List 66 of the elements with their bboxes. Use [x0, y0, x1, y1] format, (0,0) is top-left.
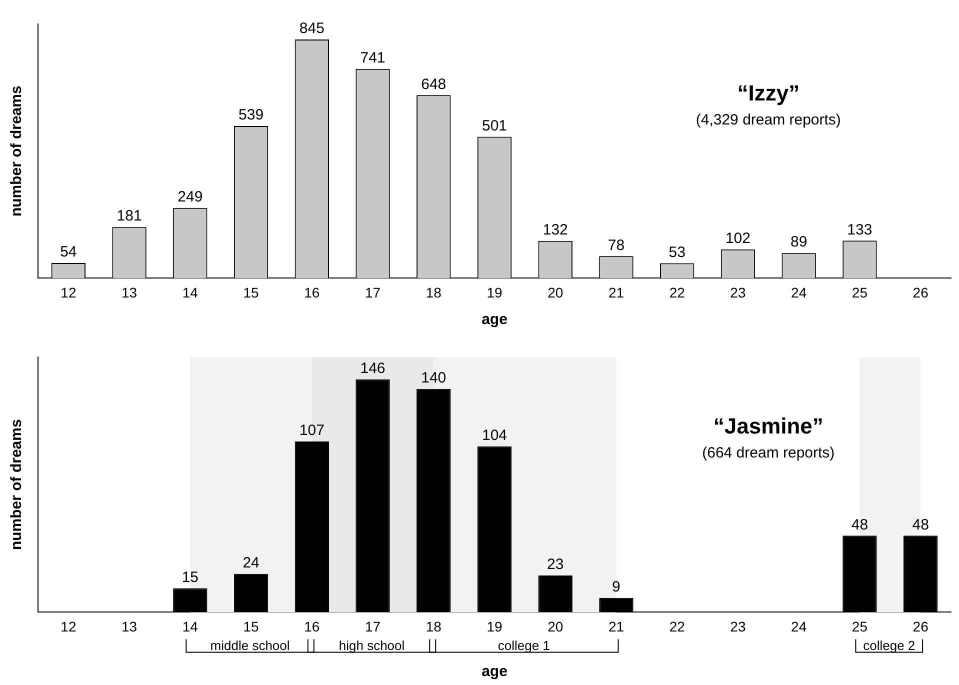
x-tick-label: 24	[791, 284, 807, 300]
data-label: 15	[182, 568, 199, 586]
x-tick-label: 20	[548, 284, 564, 300]
x-tick-label: 21	[608, 284, 624, 300]
data-label: 9	[612, 578, 620, 596]
data-label: 741	[360, 50, 386, 67]
data-label: 249	[178, 188, 203, 206]
data-label: 181	[116, 208, 142, 225]
x-tick-label: 24	[791, 618, 807, 634]
data-label: 24	[242, 554, 260, 572]
text: (664 dream reports)	[702, 444, 835, 462]
x-tick-label: 15	[243, 618, 260, 634]
x-tick-label: 22	[669, 618, 686, 634]
x-tick-label: 16	[304, 618, 320, 634]
x-tick-label: 14	[182, 618, 198, 634]
data-label: 501	[482, 117, 508, 134]
x-tick-label: 17	[364, 618, 381, 634]
band-label: high school	[338, 638, 405, 653]
x-tick-label: 25	[852, 284, 868, 300]
x-tick-label: 13	[122, 618, 138, 634]
data-label: 845	[299, 20, 324, 38]
text: “Izzy”	[737, 80, 800, 106]
data-label: 48	[851, 516, 868, 534]
data-label: 54	[60, 244, 77, 261]
data-label: 648	[421, 76, 446, 93]
x-tick-label: 21	[608, 618, 624, 634]
text: (4,329 dream reports)	[696, 111, 841, 128]
data-label: 539	[238, 106, 264, 124]
y-axis-title: number of dreams	[8, 419, 26, 550]
x-tick-label: 12	[60, 618, 76, 634]
x-tick-label: 23	[730, 284, 746, 300]
data-label: 132	[542, 222, 568, 239]
x-tick-label: 20	[548, 618, 564, 634]
x-tick-label: 15	[243, 284, 260, 300]
x-tick-label: 14	[182, 284, 198, 300]
x-tick-label: 25	[852, 618, 868, 634]
y-axis-title: number of dreams	[8, 86, 26, 217]
x-tick-label: 22	[669, 284, 686, 300]
x-tick-label: 23	[730, 618, 746, 634]
band-label: college 1	[498, 638, 550, 653]
data-label: 23	[547, 556, 564, 574]
data-label: 133	[847, 221, 872, 238]
x-tick-label: 26	[912, 618, 929, 634]
band-label: college 2	[863, 638, 916, 653]
data-label: 89	[790, 234, 808, 251]
x-axis-title: age	[482, 311, 508, 328]
data-label: 140	[421, 370, 446, 387]
data-label: 102	[725, 230, 750, 248]
x-tick-label: 17	[364, 284, 381, 300]
data-label: 104	[482, 426, 508, 444]
data-label: 78	[608, 236, 625, 254]
x-tick-label: 18	[426, 618, 442, 634]
x-tick-label: 19	[486, 284, 502, 300]
data-label: 53	[668, 244, 686, 261]
x-tick-label: 12	[60, 284, 76, 300]
x-tick-label: 18	[426, 284, 442, 300]
x-tick-label: 13	[122, 284, 138, 300]
band-label: middle school	[210, 638, 290, 653]
data-label: 146	[360, 360, 386, 377]
data-label: 107	[299, 422, 324, 440]
x-tick-label: 19	[486, 618, 502, 634]
x-tick-label: 26	[912, 284, 929, 300]
data-label: 48	[912, 516, 929, 534]
text: “Jasmine”	[713, 414, 824, 439]
x-axis-title: age	[482, 663, 508, 680]
x-tick-label: 16	[304, 284, 320, 300]
